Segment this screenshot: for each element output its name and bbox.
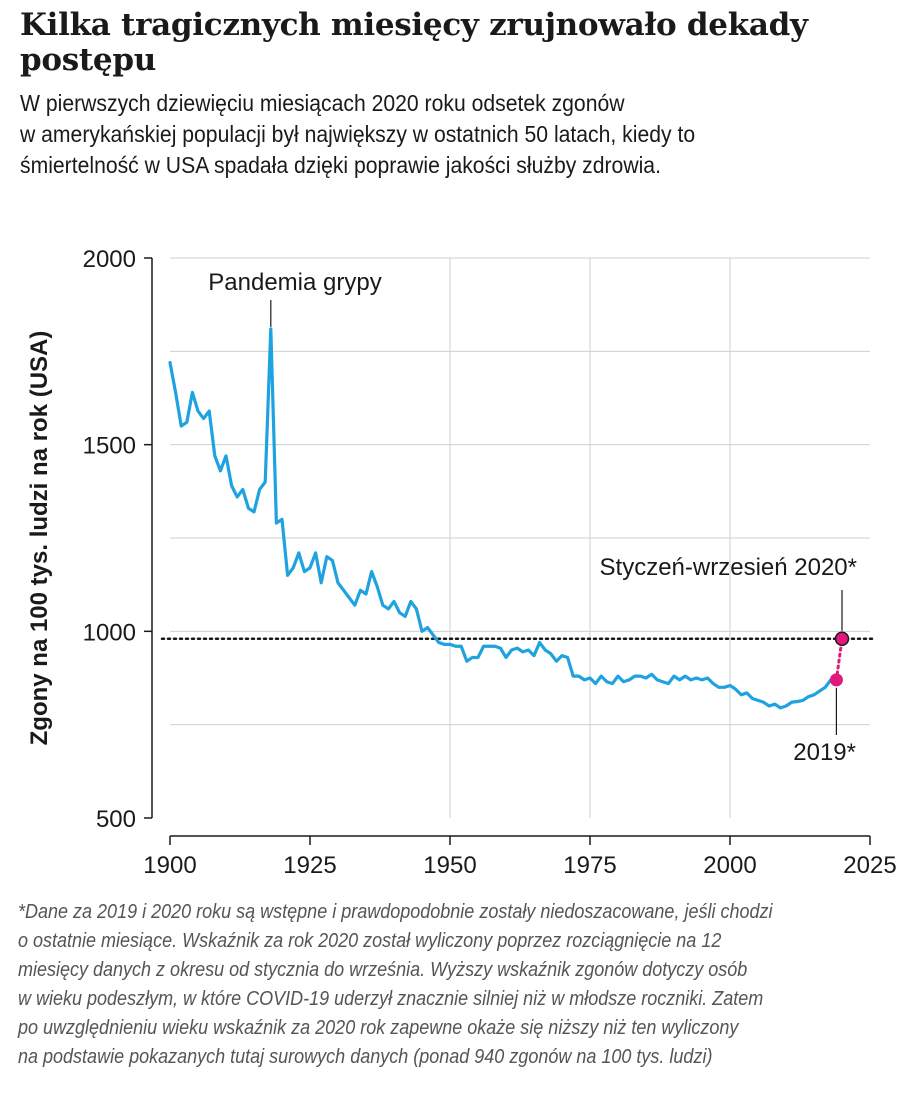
chart-subtitle: W pierwszych dziewięciu miesiącach 2020 … (20, 90, 696, 178)
x-tick-label: 1950 (423, 852, 476, 879)
point-2020 (834, 631, 850, 647)
x-tick-label: 2000 (703, 852, 756, 879)
x-tick-label: 1975 (563, 852, 616, 879)
y-tick-label: 1500 (83, 433, 136, 460)
y-tick-label: 2000 (83, 246, 136, 273)
chart-title: Kilka tragicznych miesięcy zrujnowało de… (20, 7, 808, 78)
y-tick-label: 1000 (83, 619, 136, 646)
y-axis-label: Zgony na 100 tys. ludzi na rok (USA) (26, 331, 53, 746)
x-tick-label: 1925 (283, 852, 336, 879)
annotation-pandemic: Pandemia grypy (208, 269, 381, 296)
x-tick-label: 2025 (843, 852, 896, 879)
annotation-2020: Styczeń-wrzesień 2020* (600, 554, 857, 581)
point-2019 (829, 673, 843, 687)
y-tick-label: 500 (96, 806, 136, 833)
x-tick-label: 1900 (143, 852, 196, 879)
series-line-mortality (168, 327, 838, 710)
footnote: *Dane za 2019 i 2020 roku są wstępne i p… (18, 901, 773, 1068)
annotation-2019: 2019* (793, 739, 856, 766)
